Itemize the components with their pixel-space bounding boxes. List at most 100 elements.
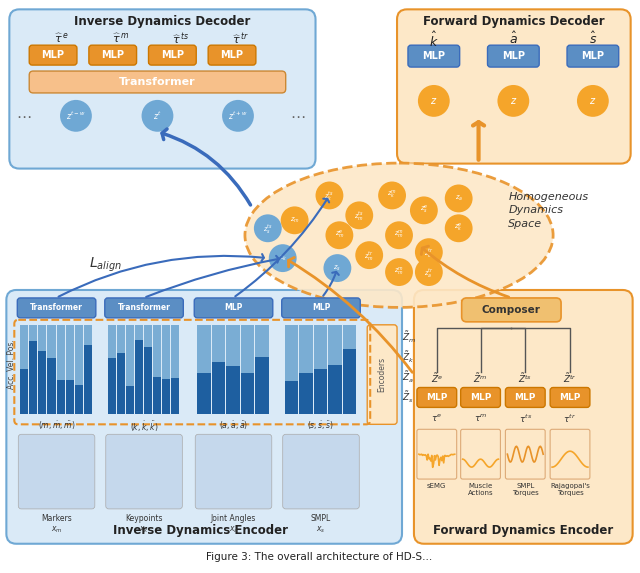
Bar xyxy=(135,340,143,414)
Bar xyxy=(241,373,254,414)
Text: $\tilde{Z}_a$: $\tilde{Z}_a$ xyxy=(402,370,414,385)
Circle shape xyxy=(141,100,173,132)
Text: $\tilde{Z}^m$: $\tilde{Z}^m$ xyxy=(474,371,488,386)
Bar xyxy=(84,325,92,414)
FancyBboxPatch shape xyxy=(550,387,590,407)
FancyBboxPatch shape xyxy=(148,45,196,65)
Text: $\tilde{Z}_s$: $\tilde{Z}_s$ xyxy=(402,390,413,405)
Text: SMPL
Torques: SMPL Torques xyxy=(512,483,539,496)
FancyBboxPatch shape xyxy=(19,434,95,509)
Bar xyxy=(108,325,116,414)
Circle shape xyxy=(254,214,282,242)
FancyBboxPatch shape xyxy=(283,434,359,509)
Text: $\widehat{\tau}^{\,e}$: $\widehat{\tau}^{\,e}$ xyxy=(54,32,68,45)
Text: $\tilde{Z}_m$: $\tilde{Z}_m$ xyxy=(402,330,416,346)
Text: MLP: MLP xyxy=(502,51,525,61)
Text: Muscle
Actions: Muscle Actions xyxy=(468,483,493,496)
Text: $\hat{a}$: $\hat{a}$ xyxy=(509,32,518,48)
Text: $(s,\dot{s},\ddot{s})$: $(s,\dot{s},\ddot{s})$ xyxy=(307,419,335,432)
Bar xyxy=(153,377,161,414)
Bar xyxy=(117,325,125,414)
Text: $\tau^m$: $\tau^m$ xyxy=(474,413,487,423)
FancyBboxPatch shape xyxy=(488,45,539,67)
Bar xyxy=(172,379,179,414)
Bar xyxy=(47,358,56,414)
Text: $z_k^{ts}$: $z_k^{ts}$ xyxy=(324,189,335,202)
Text: Forward Dynamics Decoder: Forward Dynamics Decoder xyxy=(422,15,604,28)
Text: SMPL
$x_s$: SMPL $x_s$ xyxy=(311,514,331,535)
Text: Homogeneous
Dynamics
Space: Homogeneous Dynamics Space xyxy=(508,192,589,229)
Bar xyxy=(66,380,74,414)
Bar xyxy=(38,325,47,414)
Bar xyxy=(285,325,298,414)
Bar xyxy=(227,325,240,414)
Bar xyxy=(255,358,269,414)
Bar xyxy=(212,362,225,414)
Text: sEMG: sEMG xyxy=(427,483,447,489)
Text: MLP: MLP xyxy=(101,50,124,60)
Circle shape xyxy=(346,202,373,229)
Text: MLP: MLP xyxy=(515,393,536,402)
FancyBboxPatch shape xyxy=(6,290,402,544)
Text: $z_a^{tr}$: $z_a^{tr}$ xyxy=(424,265,434,278)
Bar xyxy=(255,325,269,414)
Bar xyxy=(144,325,152,414)
Text: $\tilde{Z}^{tr}$: $\tilde{Z}^{tr}$ xyxy=(563,371,577,386)
FancyBboxPatch shape xyxy=(414,290,633,544)
Text: MLP: MLP xyxy=(422,51,445,61)
Bar xyxy=(84,345,92,414)
Text: MLP: MLP xyxy=(312,303,330,312)
Bar xyxy=(314,370,327,414)
Text: $\widehat{\tau}^{\,ts}$: $\widehat{\tau}^{\,ts}$ xyxy=(172,32,189,47)
Text: Inverse Dynamics Encoder: Inverse Dynamics Encoder xyxy=(113,524,288,537)
Bar xyxy=(126,387,134,414)
FancyBboxPatch shape xyxy=(105,298,183,318)
Bar xyxy=(328,365,342,414)
FancyBboxPatch shape xyxy=(195,434,272,509)
Circle shape xyxy=(385,221,413,249)
Text: $\cdots$: $\cdots$ xyxy=(290,108,305,123)
Circle shape xyxy=(410,197,438,224)
Text: $\tilde{Z}_k$: $\tilde{Z}_k$ xyxy=(402,350,414,366)
Text: Transformer: Transformer xyxy=(119,77,196,87)
Bar xyxy=(126,325,134,414)
Circle shape xyxy=(497,85,529,117)
Text: Markers
$x_m$: Markers $x_m$ xyxy=(41,514,72,535)
Text: Figure 3: The overall architecture of HD-S...: Figure 3: The overall architecture of HD… xyxy=(206,552,433,562)
Text: MLP: MLP xyxy=(161,50,184,60)
FancyBboxPatch shape xyxy=(567,45,619,67)
Text: $\tau^{tr}$: $\tau^{tr}$ xyxy=(563,413,577,425)
Text: $z_k^{tr}$: $z_k^{tr}$ xyxy=(424,246,434,258)
Bar xyxy=(285,380,298,414)
Bar xyxy=(56,325,65,414)
FancyBboxPatch shape xyxy=(208,45,256,65)
Bar xyxy=(144,347,152,414)
Bar xyxy=(20,325,28,414)
Text: $z_s^{ts}$: $z_s^{ts}$ xyxy=(263,222,273,235)
Text: Transformer: Transformer xyxy=(118,303,170,312)
Text: Acc. Vel. Pos.: Acc. Vel. Pos. xyxy=(7,340,16,390)
Bar xyxy=(241,325,254,414)
Bar xyxy=(197,325,211,414)
Text: $\tilde{Z}^e$: $\tilde{Z}^e$ xyxy=(431,371,443,386)
Bar xyxy=(108,358,116,414)
Circle shape xyxy=(323,254,351,282)
Circle shape xyxy=(222,100,254,132)
Text: $\widehat{\tau}^{\,m}$: $\widehat{\tau}^{\,m}$ xyxy=(112,32,129,45)
Text: $z_a$: $z_a$ xyxy=(454,194,463,203)
Bar xyxy=(56,380,65,414)
Bar xyxy=(75,384,83,414)
Text: Transformer: Transformer xyxy=(30,303,83,312)
Text: $z^{t}$: $z^{t}$ xyxy=(153,109,162,122)
FancyBboxPatch shape xyxy=(10,9,316,168)
Ellipse shape xyxy=(245,163,553,307)
Text: $(a,\dot{a},\ddot{a})$: $(a,\dot{a},\ddot{a})$ xyxy=(219,419,248,432)
FancyBboxPatch shape xyxy=(461,387,500,407)
Text: $z_m$: $z_m$ xyxy=(290,215,300,225)
Text: $z_m^{tr}$: $z_m^{tr}$ xyxy=(364,249,374,262)
FancyBboxPatch shape xyxy=(89,45,136,65)
Bar xyxy=(328,325,342,414)
FancyBboxPatch shape xyxy=(29,45,77,65)
Bar xyxy=(75,325,83,414)
Bar xyxy=(29,325,37,414)
